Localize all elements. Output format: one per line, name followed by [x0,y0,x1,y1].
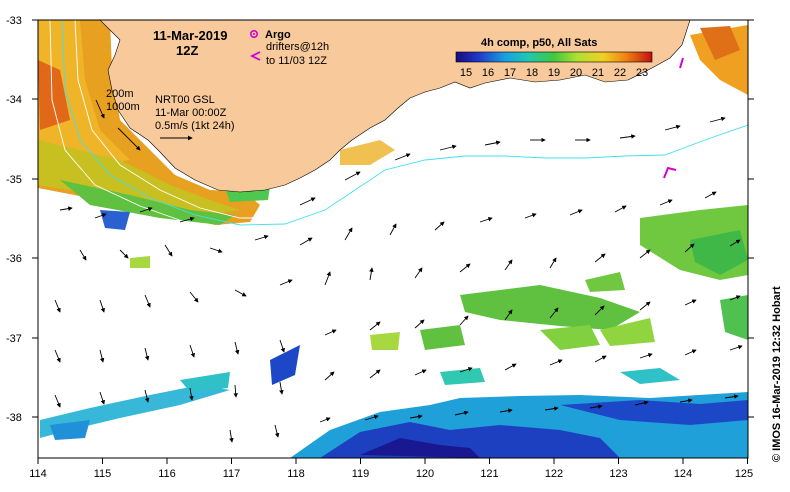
drifters-label: drifters@12h [266,41,329,53]
vector-scale-label: 0.5m/s (1kt 24h) [155,120,234,132]
lat-label: -34 [6,94,22,106]
lat-label: -38 [6,412,22,424]
lon-label: 114 [29,468,47,480]
sst-swath-east [130,25,748,350]
isobath-1000-label: 1000m [106,101,140,113]
land-australia [99,20,691,193]
colorbar-tick: 20 [570,67,582,79]
lon-label: 121 [480,468,498,480]
lon-label: 115 [94,468,112,480]
drifters-range: to 11/03 12Z [266,55,327,67]
isobath-200-label: 200m [106,88,134,100]
colorbar-tick: 18 [526,67,538,79]
map-date: 11-Mar-2019 [153,28,227,43]
credit-label: © IMOS 16-Mar-2019 12:32 Hobart [771,286,783,462]
lat-label: -33 [6,15,22,27]
colorbar-tick: 15 [460,67,472,79]
drifter-track-east [679,57,684,69]
colorbar-title: 4h comp, p50, All Sats [481,37,597,49]
colorbar-tick: 21 [592,67,604,79]
colorbar-tick: 22 [614,67,626,79]
argo-icon [250,29,259,38]
lon-label: 119 [352,468,370,480]
isobaths [49,20,748,233]
lon-label: 118 [287,468,305,480]
lon-label: 123 [609,468,627,480]
map-time: 12Z [176,43,198,58]
lat-label: -35 [6,174,22,186]
lon-label: 117 [223,468,241,480]
argo-label: Argo [265,29,291,41]
colorbar [455,51,653,63]
current-source-label: NRT00 GSL [155,94,215,106]
axis-ticks [32,19,754,464]
colorbar-tick: 16 [482,67,494,79]
lon-label: 124 [674,468,692,480]
lon-labels: 114 115 116 117 118 119 120 121 122 123 … [29,468,753,480]
lon-label: 116 [158,468,176,480]
drifter-track [663,166,677,179]
colorbar-tick: 17 [504,67,516,79]
colorbar-tick: 19 [548,67,560,79]
plot-frame [37,19,749,459]
current-time-label: 11-Mar 00:00Z [155,107,227,119]
sst-swath-south [40,345,748,458]
lat-labels: -33 -34 -35 -36 -37 -38 [6,15,22,424]
colorbar-tick: 23 [636,67,648,79]
lon-label: 122 [545,468,563,480]
colorbar-ticks: 15 16 17 18 19 20 21 22 23 [460,67,648,79]
lat-label: -37 [6,333,22,345]
lon-label: 120 [416,468,434,480]
lat-label: -36 [6,253,22,265]
current-vectors [54,99,743,443]
sst-swath-west [38,20,270,230]
lon-label: 125 [735,468,753,480]
drifter-icon [249,51,261,61]
